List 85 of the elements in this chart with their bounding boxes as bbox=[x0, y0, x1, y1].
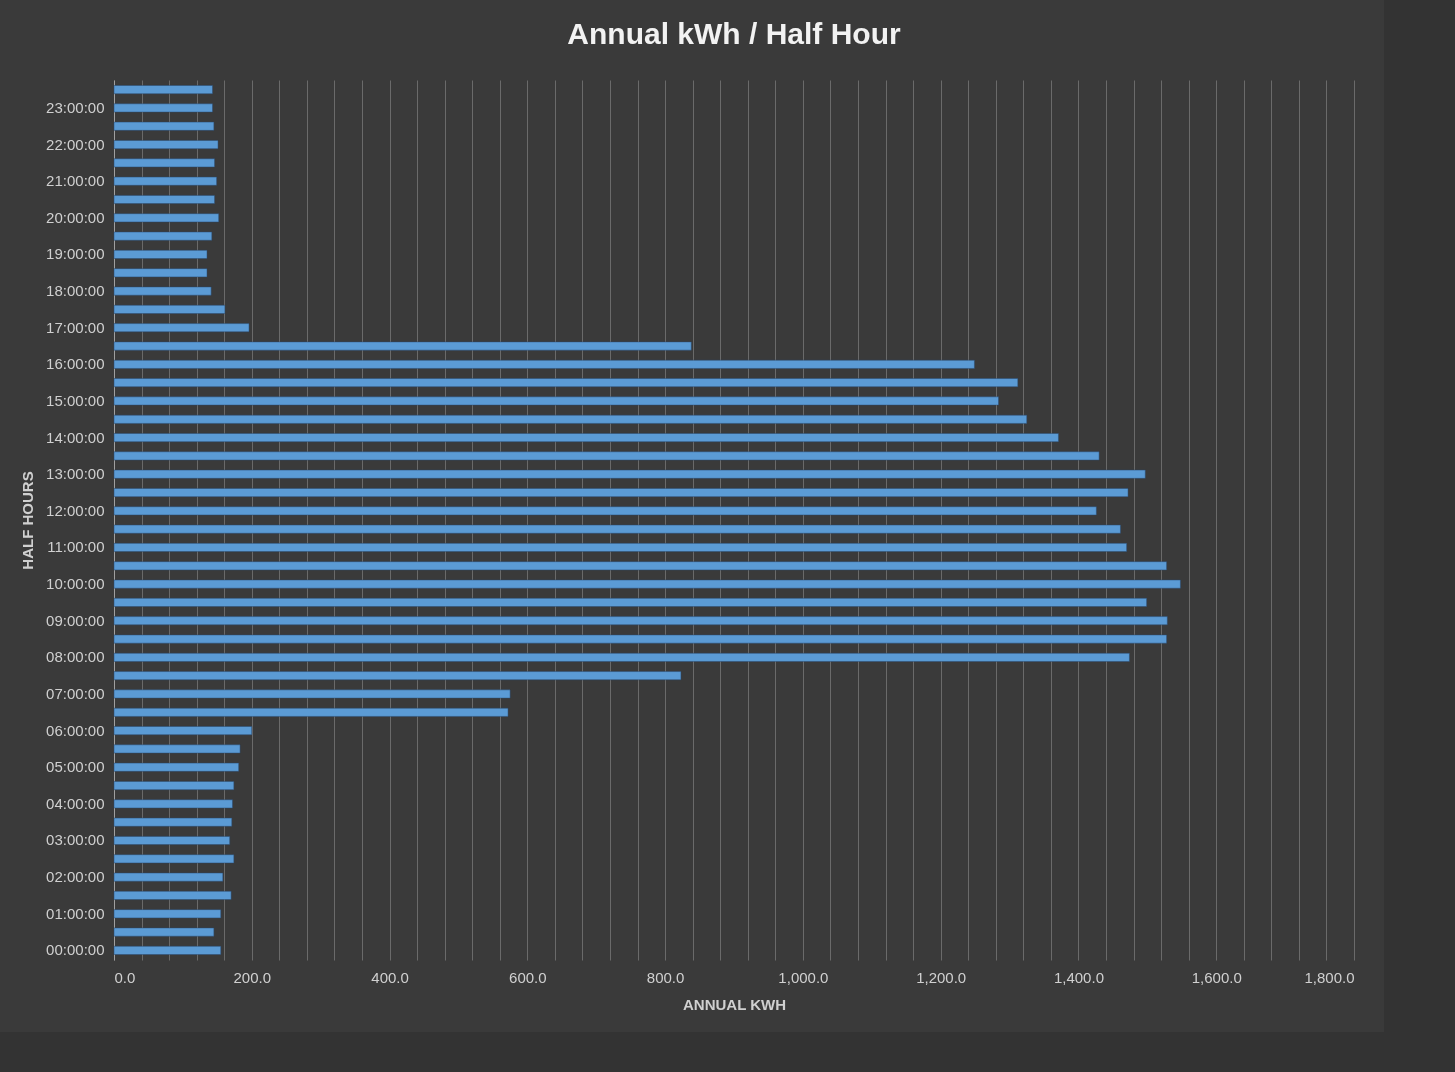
bar bbox=[113, 543, 1127, 552]
bar bbox=[113, 598, 1147, 607]
x-tick-label: 400.0 bbox=[371, 968, 409, 986]
y-tick-label: 19:00:00 bbox=[46, 245, 105, 263]
y-tick-label: 02:00:00 bbox=[46, 868, 105, 886]
y-axis-title: HALF HOURS bbox=[19, 471, 37, 570]
y-tick-label: 20:00:00 bbox=[46, 208, 105, 226]
bar bbox=[113, 854, 235, 864]
bar bbox=[113, 213, 219, 223]
y-tick-label: 15:00:00 bbox=[46, 391, 105, 409]
x-tick-label: 600.0 bbox=[509, 968, 547, 986]
bar bbox=[113, 799, 233, 809]
bar bbox=[113, 85, 213, 94]
y-tick-label: 09:00:00 bbox=[46, 611, 105, 629]
bar bbox=[113, 891, 232, 900]
y-tick-label: 16:00:00 bbox=[46, 355, 105, 373]
bar bbox=[113, 561, 1167, 571]
x-tick-label: 1,800.0 bbox=[1304, 968, 1355, 986]
x-tick-label: 800.0 bbox=[646, 968, 685, 986]
x-axis-title: ANNUAL KWH bbox=[682, 995, 787, 1013]
bar bbox=[113, 671, 682, 681]
bar bbox=[113, 414, 1028, 424]
bar bbox=[113, 946, 222, 955]
y-tick-label: 01:00:00 bbox=[46, 904, 105, 922]
y-tick-label: 22:00:00 bbox=[46, 135, 105, 153]
bar bbox=[113, 286, 212, 296]
bar bbox=[113, 616, 1168, 626]
bar bbox=[113, 744, 241, 754]
x-tick-label: 200.0 bbox=[233, 968, 272, 986]
bar bbox=[113, 323, 250, 333]
bar bbox=[113, 250, 208, 259]
y-tick-label: 13:00:00 bbox=[46, 465, 105, 483]
y-tick-label: 14:00:00 bbox=[46, 428, 105, 446]
y-tick-label: 12:00:00 bbox=[46, 501, 105, 519]
x-tick-label: 1,000.0 bbox=[778, 968, 829, 986]
bar bbox=[113, 195, 215, 204]
bar bbox=[113, 158, 215, 168]
bar bbox=[113, 305, 226, 314]
y-tick-label: 07:00:00 bbox=[46, 684, 105, 702]
x-tick-label: 1,400.0 bbox=[1053, 968, 1104, 986]
bar bbox=[113, 579, 1181, 589]
x-tick-label: 1,600.0 bbox=[1191, 968, 1242, 986]
bar bbox=[113, 268, 208, 278]
bar bbox=[113, 689, 511, 699]
y-tick-label: 17:00:00 bbox=[46, 318, 105, 336]
y-tick-label: 06:00:00 bbox=[46, 721, 105, 739]
x-tick-label: 0.0 bbox=[114, 968, 136, 986]
bar bbox=[113, 176, 217, 186]
bar bbox=[113, 378, 1019, 388]
bar bbox=[113, 103, 213, 113]
bar bbox=[113, 781, 235, 790]
y-tick-label: 00:00:00 bbox=[46, 941, 105, 959]
bar bbox=[113, 121, 215, 131]
bar bbox=[113, 506, 1097, 516]
bar bbox=[113, 469, 1146, 479]
y-tick-label: 23:00:00 bbox=[46, 98, 105, 116]
bar bbox=[113, 396, 999, 406]
bar bbox=[113, 451, 1100, 461]
bar bbox=[113, 762, 239, 772]
chart-title: Annual kWh / Half Hour bbox=[567, 17, 901, 50]
bar bbox=[113, 927, 215, 937]
bar bbox=[113, 359, 975, 369]
bar bbox=[113, 488, 1129, 497]
bar bbox=[113, 524, 1121, 534]
y-tick-label: 10:00:00 bbox=[46, 575, 105, 593]
y-tick-label: 18:00:00 bbox=[46, 282, 105, 300]
bar bbox=[113, 817, 233, 827]
bar bbox=[113, 726, 253, 735]
bar bbox=[113, 231, 213, 241]
bar bbox=[113, 909, 222, 919]
x-tick-label: 1,200.0 bbox=[916, 968, 967, 986]
y-tick-label: 08:00:00 bbox=[46, 648, 105, 666]
bar bbox=[113, 836, 230, 845]
y-tick-label: 21:00:00 bbox=[46, 172, 105, 190]
bar bbox=[113, 707, 509, 717]
y-tick-label: 03:00:00 bbox=[46, 831, 105, 849]
bar bbox=[113, 872, 224, 882]
bar bbox=[113, 140, 219, 149]
y-tick-label: 04:00:00 bbox=[46, 794, 105, 812]
y-tick-label: 11:00:00 bbox=[47, 538, 105, 556]
y-tick-label: 05:00:00 bbox=[46, 758, 105, 776]
bar bbox=[113, 634, 1167, 644]
bar bbox=[113, 652, 1130, 662]
bar bbox=[113, 433, 1059, 442]
bar bbox=[113, 341, 692, 351]
